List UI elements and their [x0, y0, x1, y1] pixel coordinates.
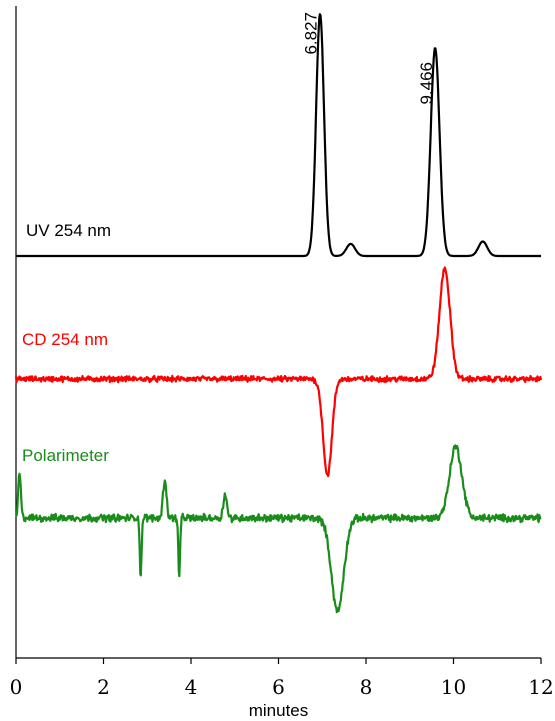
labels: UV 254 nm CD 254 nm Polarimeter 6.827 9.466 [22, 12, 436, 465]
x-axis-title: minutes [249, 701, 309, 720]
peak-label: 9.466 [417, 62, 436, 105]
series-label-2: Polarimeter [22, 446, 109, 465]
series-line-1 [14, 266, 543, 478]
series-line-2 [14, 444, 542, 614]
axes: 0 2 4 6 8 10 12 minutes [10, 6, 554, 720]
series-label-0: UV 254 nm [26, 221, 111, 240]
peak-label: 6.827 [302, 12, 321, 55]
series-line-0 [15, 13, 542, 258]
series-label-1: CD 254 nm [22, 330, 108, 349]
x-tick-label: 0 [10, 675, 23, 699]
x-tick-label: 2 [97, 675, 110, 699]
traces [14, 13, 543, 614]
x-tick-label: 8 [360, 675, 373, 699]
x-tick-label: 4 [185, 675, 198, 699]
x-tick-label: 10 [441, 675, 466, 699]
x-tick-label: 12 [528, 675, 553, 699]
x-tick-label: 6 [272, 675, 285, 699]
